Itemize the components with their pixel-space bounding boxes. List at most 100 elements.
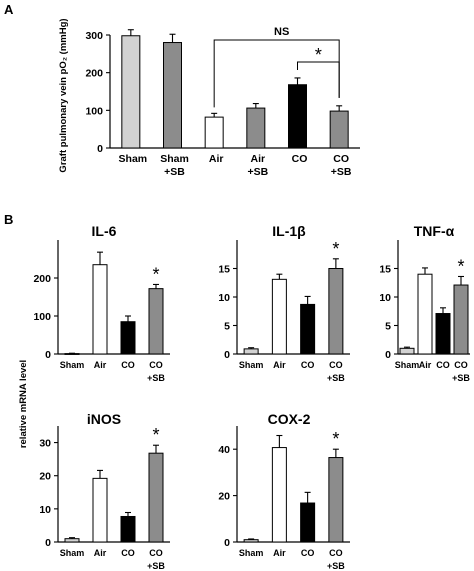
bar: [121, 35, 141, 149]
bar: [271, 447, 287, 543]
bar: [246, 107, 266, 149]
y-tick-label: 15: [379, 264, 391, 276]
significance-star: *: [332, 239, 339, 259]
category-label: CO: [149, 360, 163, 370]
bar: [243, 539, 259, 543]
category-label: Air: [94, 548, 107, 558]
category-label: CO: [329, 548, 343, 558]
y-tick-label: 0: [385, 349, 391, 361]
y-tick-label: 0: [97, 143, 103, 155]
bar: [300, 303, 316, 355]
bar: [288, 84, 307, 149]
bar: [204, 116, 224, 149]
bar: [417, 273, 433, 355]
bar: [329, 110, 349, 149]
category-label: Air: [209, 153, 224, 165]
bar: [271, 278, 287, 355]
y-tick-label: 10: [39, 504, 51, 516]
category-label: CO: [149, 548, 163, 558]
chart-title: COX-2: [268, 411, 311, 427]
category-label: Sham: [395, 360, 420, 370]
y-tick-label: 300: [85, 30, 103, 42]
category-label: +SB: [164, 166, 185, 178]
panel-letter-a: A: [4, 2, 14, 17]
y-tick-label: 5: [385, 321, 391, 333]
y-tick-label: 0: [45, 537, 51, 549]
chart-title: IL-6: [92, 223, 117, 239]
bar: [163, 42, 182, 149]
category-label: CO: [301, 360, 315, 370]
category-label: +SB: [327, 373, 345, 383]
y-tick-label: 0: [224, 349, 230, 361]
category-label: CO: [436, 360, 450, 370]
y-tick-label: 100: [33, 311, 51, 323]
y-tick-label: 10: [218, 292, 230, 304]
category-label: Sham: [160, 153, 189, 165]
significance-star: *: [315, 45, 322, 65]
bar: [328, 457, 344, 543]
chart-il-1b: 0 5 10 15 IL-1β Sham Air CO CO +SB *: [218, 223, 350, 383]
category-label: CO: [329, 360, 343, 370]
bar: [92, 477, 108, 543]
category-label: Sham: [119, 153, 148, 165]
y-tick-label: 30: [39, 438, 51, 450]
bar: [399, 347, 415, 355]
category-label: CO: [333, 153, 349, 165]
bar: [148, 288, 164, 355]
category-label: +SB: [452, 373, 470, 383]
category-label: Air: [273, 360, 286, 370]
chart-il-6: 0 100 200 IL-6 Sham Air CO CO +SB *: [33, 223, 170, 383]
category-label: CO: [301, 548, 315, 558]
bar: [328, 268, 344, 355]
y-tick-label: 100: [85, 105, 103, 117]
bar: [243, 348, 259, 355]
chart-title: TNF-α: [414, 223, 455, 239]
category-label: Sham: [60, 548, 85, 558]
category-label: Sham: [60, 360, 85, 370]
y-tick-label: 40: [218, 444, 230, 456]
category-label: +SB: [247, 166, 268, 178]
y-tick-label: 200: [85, 68, 103, 80]
bar: [120, 515, 136, 543]
bar: [435, 313, 451, 355]
category-label: Air: [94, 360, 107, 370]
chart-inos: 0 10 20 30 iNOS Sham Air CO CO +SB *: [39, 411, 170, 571]
bar: [300, 502, 316, 543]
category-label: CO: [121, 360, 135, 370]
category-label: CO: [121, 548, 135, 558]
category-label: Air: [273, 548, 286, 558]
shared-y-axis-label: relative mRNA level: [18, 360, 29, 448]
category-label: +SB: [327, 561, 345, 571]
y-tick-label: 10: [379, 292, 391, 304]
y-tick-label: 0: [224, 537, 230, 549]
panel-letter-b: B: [4, 212, 13, 227]
significance-star: *: [457, 256, 464, 276]
bar: [453, 284, 469, 355]
y-tick-label: 20: [39, 471, 51, 483]
y-tick-label: 0: [45, 349, 51, 361]
y-tick-label: 5: [224, 321, 230, 333]
y-axis-label: Graft pulmonary vein pO₂ (mmHg): [58, 18, 69, 172]
chart-cox-2: 0 20 40 COX-2 Sham Air CO CO +SB *: [218, 411, 350, 571]
significance-star: *: [152, 264, 159, 284]
category-label: Sham: [239, 360, 264, 370]
bar: [64, 538, 80, 543]
category-label: +SB: [147, 373, 165, 383]
ns-label: NS: [274, 26, 289, 38]
category-label: Air: [419, 360, 432, 370]
chart-title: iNOS: [87, 411, 121, 427]
category-label: Sham: [239, 548, 264, 558]
y-tick-label: 200: [33, 273, 51, 285]
chart-title: IL-1β: [272, 223, 306, 239]
significance-star: *: [332, 429, 339, 449]
significance-star: *: [152, 425, 159, 445]
significance-bracket: [297, 61, 340, 98]
bar: [92, 264, 108, 355]
category-label: CO: [454, 360, 468, 370]
category-label: CO: [292, 153, 308, 165]
bar: [148, 452, 164, 543]
category-label: Air: [251, 153, 266, 165]
